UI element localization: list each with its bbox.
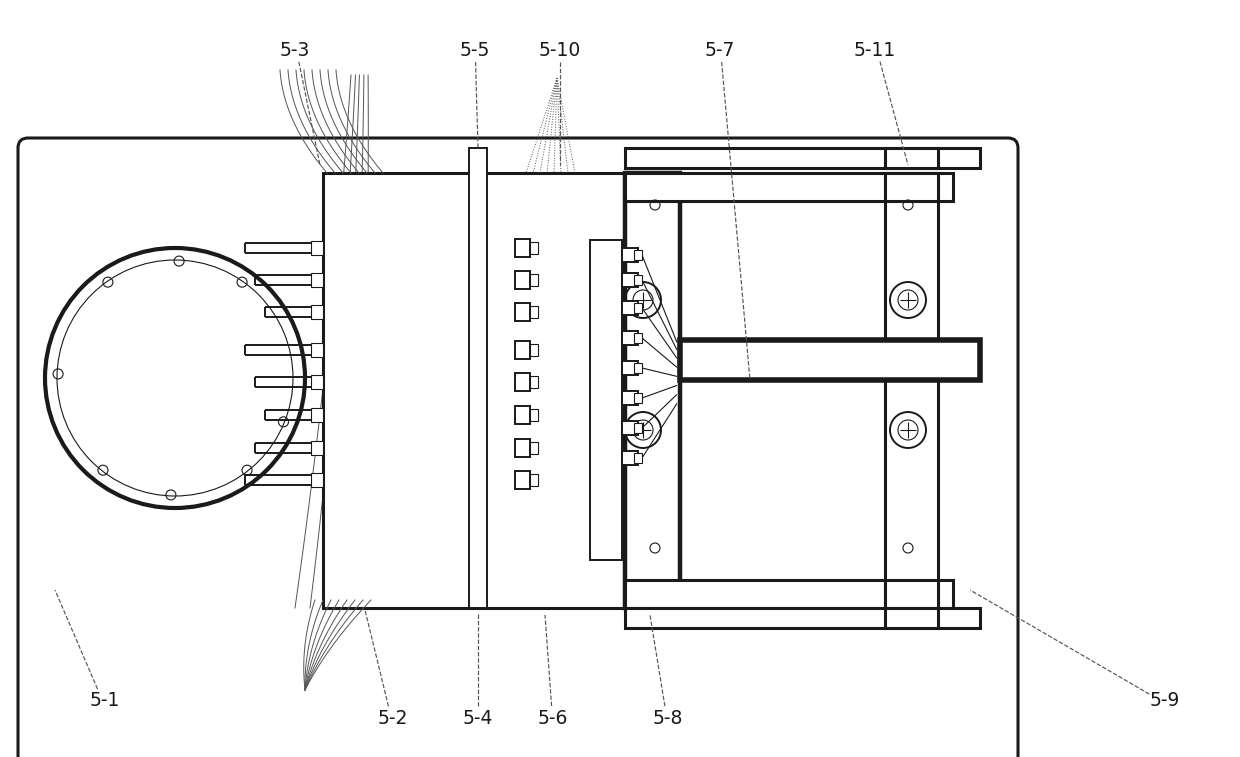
Text: 5-11: 5-11: [854, 41, 897, 60]
Bar: [885, 580, 937, 608]
Bar: [515, 271, 529, 289]
Bar: [515, 406, 529, 424]
Bar: [515, 341, 529, 359]
Bar: [529, 242, 538, 254]
Bar: [322, 173, 625, 608]
Bar: [634, 393, 642, 403]
Bar: [622, 331, 639, 345]
FancyBboxPatch shape: [19, 138, 1018, 757]
Bar: [311, 273, 322, 287]
Bar: [311, 441, 322, 455]
Bar: [469, 148, 487, 608]
Bar: [680, 340, 980, 380]
Text: 5-9: 5-9: [1149, 690, 1180, 709]
Text: 5-1: 5-1: [89, 690, 120, 709]
Bar: [515, 239, 529, 257]
Text: 5-3: 5-3: [280, 41, 310, 60]
Bar: [515, 373, 529, 391]
Bar: [885, 608, 937, 628]
Bar: [885, 173, 937, 608]
Bar: [529, 474, 538, 486]
Bar: [515, 471, 529, 489]
Text: 5-6: 5-6: [538, 709, 568, 727]
Bar: [515, 303, 529, 321]
Bar: [634, 423, 642, 433]
Bar: [634, 333, 642, 343]
Bar: [625, 173, 954, 201]
Bar: [311, 305, 322, 319]
Text: 5-8: 5-8: [652, 709, 683, 727]
Bar: [634, 453, 642, 463]
Text: 5-2: 5-2: [378, 709, 408, 727]
Bar: [529, 306, 538, 318]
Bar: [311, 473, 322, 487]
Bar: [625, 173, 680, 608]
Bar: [529, 376, 538, 388]
Bar: [634, 303, 642, 313]
Bar: [625, 580, 954, 608]
Bar: [885, 173, 937, 201]
Bar: [529, 409, 538, 421]
Text: 5-5: 5-5: [460, 41, 490, 60]
Bar: [622, 273, 639, 287]
Bar: [622, 451, 639, 465]
Bar: [529, 274, 538, 286]
Bar: [529, 442, 538, 454]
Bar: [622, 421, 639, 435]
Text: 5-10: 5-10: [539, 41, 582, 60]
Text: 5-4: 5-4: [463, 709, 494, 727]
Bar: [625, 148, 980, 168]
Bar: [634, 363, 642, 373]
Bar: [311, 343, 322, 357]
Bar: [885, 148, 937, 168]
Bar: [622, 391, 639, 405]
Bar: [622, 248, 639, 262]
Bar: [311, 375, 322, 389]
Bar: [311, 408, 322, 422]
Bar: [634, 275, 642, 285]
Bar: [311, 241, 322, 255]
Bar: [529, 344, 538, 356]
Bar: [622, 361, 639, 375]
Text: 5-7: 5-7: [704, 41, 735, 60]
Bar: [622, 301, 639, 315]
Bar: [634, 250, 642, 260]
Bar: [515, 439, 529, 457]
Bar: [590, 240, 622, 560]
Bar: [625, 608, 980, 628]
